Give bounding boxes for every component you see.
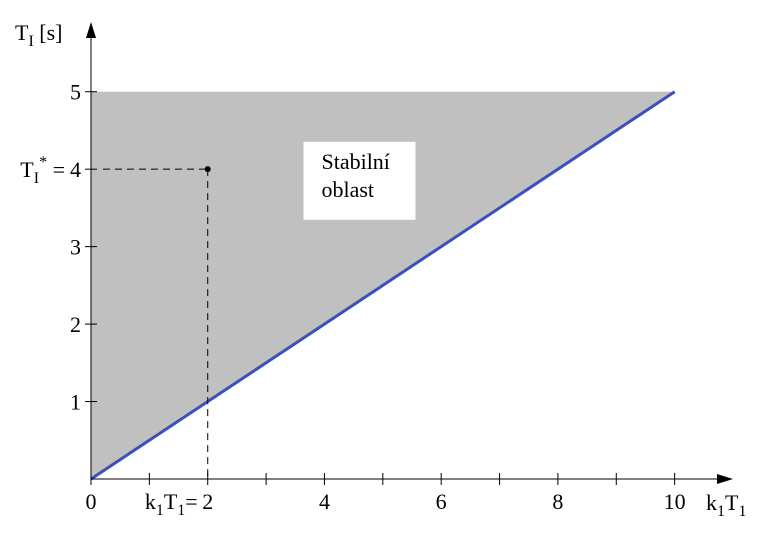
y-tick-label: 5 [70, 80, 81, 105]
text-part: 1 [738, 503, 746, 520]
text-part: T [20, 157, 34, 182]
text-part: [s] [34, 20, 63, 45]
text-part: * [39, 154, 47, 171]
text-part: I [34, 170, 39, 187]
marker-point [204, 166, 211, 173]
text-part: k [706, 490, 717, 515]
x-tick-label: 6 [436, 489, 447, 514]
x-tick-prefix: k1T1= [145, 489, 198, 519]
text-part: T [164, 489, 178, 514]
text-part: k [145, 489, 156, 514]
text-part: T [15, 20, 29, 45]
y-tick-prefix: TI* = [20, 154, 65, 187]
text-part: 1 [156, 502, 164, 519]
y-tick-label: 4 [70, 157, 81, 182]
x-axis-label: k1T1 [706, 490, 746, 520]
annotation-text: Stabilní [321, 149, 389, 174]
y-tick-label: 3 [70, 235, 81, 260]
text-part: 1 [177, 502, 185, 519]
y-tick-label: 2 [70, 312, 81, 337]
x-tick-label: 10 [664, 489, 686, 514]
text-part: = [47, 157, 65, 182]
x-tick-label: 0 [86, 489, 97, 514]
x-tick-label: 8 [552, 489, 563, 514]
line [90, 90, 676, 481]
text-part: = [185, 489, 197, 514]
text-part: I [28, 33, 33, 50]
annotation-text: oblast [321, 177, 374, 202]
x-tick-label: 2 [202, 489, 213, 514]
y-tick-label: 1 [70, 390, 81, 415]
x-tick-label: 4 [319, 489, 330, 514]
text-part: T [725, 490, 739, 515]
x-axis-arrow [717, 474, 733, 484]
y-axis-arrow [86, 22, 96, 38]
text-part: 1 [717, 503, 725, 520]
annotation-box [303, 141, 416, 220]
y-axis-label: TI [s] [15, 20, 63, 50]
